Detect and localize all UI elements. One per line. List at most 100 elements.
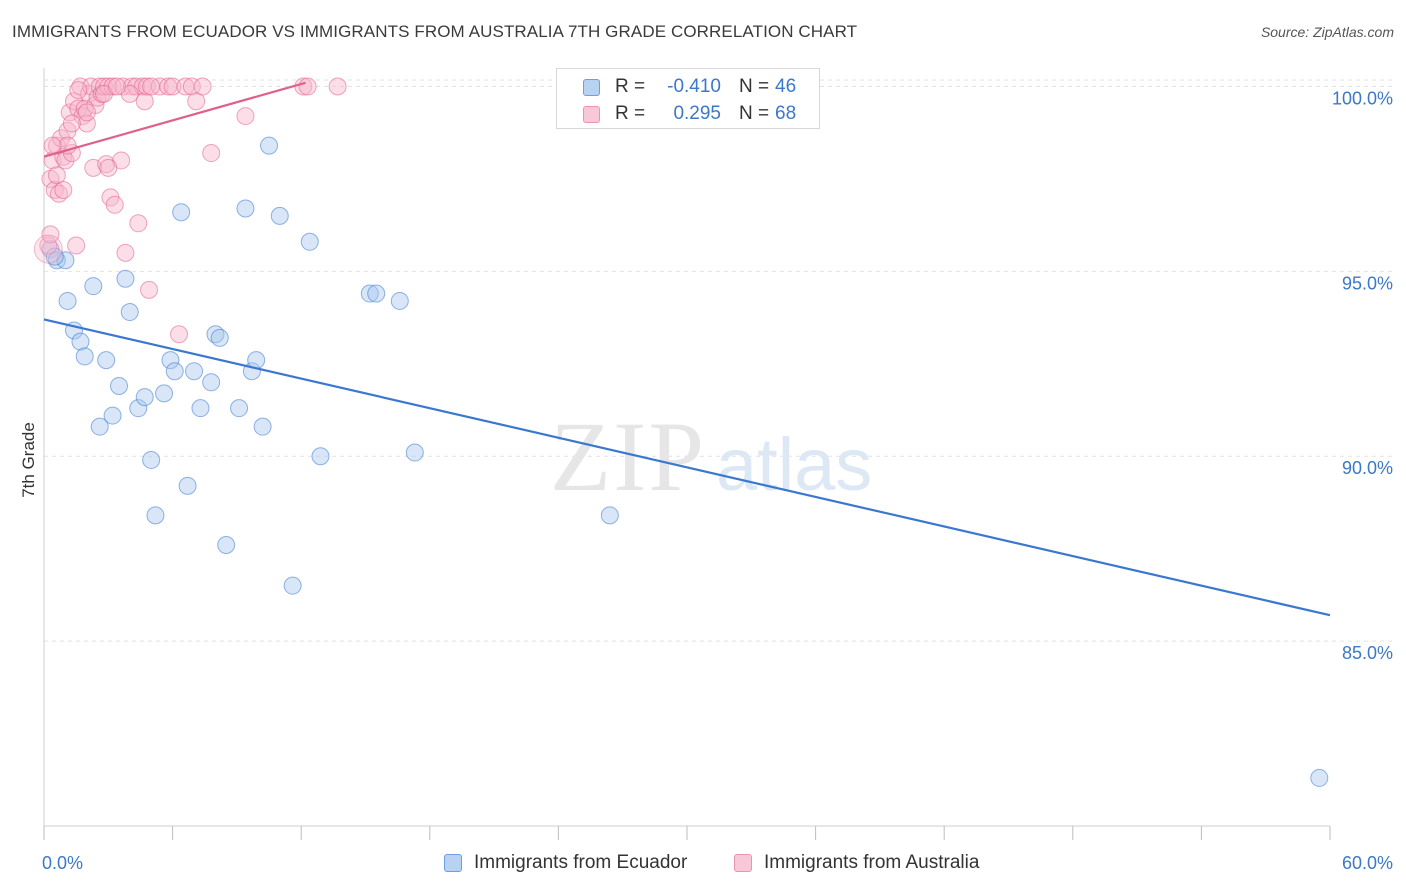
ecuador-point — [97, 351, 116, 370]
legend-r-value: 0.295 — [673, 103, 721, 124]
correlation-legend: R = -0.410 N = 46 R = 0.295 N = 68 — [556, 68, 820, 129]
watermark-atlas: atlas — [716, 423, 872, 506]
ecuador-point — [260, 136, 279, 155]
legend-r-label: R = — [615, 103, 646, 124]
legend-row-ecuador: R = -0.410 N = 46 — [583, 74, 796, 100]
ecuador-point — [600, 506, 619, 525]
australia-point — [67, 236, 86, 255]
australia-point — [99, 158, 118, 177]
ecuador-point — [172, 203, 191, 222]
legend-row-australia: R = 0.295 N = 68 — [583, 101, 796, 127]
australia-trend-line — [43, 81, 306, 158]
watermark-zip: ZIP — [550, 401, 706, 512]
ecuador-point — [110, 376, 129, 395]
australia-point — [140, 280, 159, 299]
ecuador-point — [165, 362, 184, 381]
legend-r-label: R = — [615, 76, 646, 97]
ecuador-point — [71, 332, 90, 351]
australia-point — [33, 234, 63, 264]
legend-n-value: 68 — [775, 103, 797, 124]
australia-point — [202, 144, 221, 163]
australia-point — [122, 77, 141, 96]
ecuador-point — [120, 303, 139, 322]
ecuador-point — [300, 232, 319, 251]
ecuador-point — [210, 328, 229, 347]
australia-point — [116, 243, 135, 262]
australia-point — [41, 225, 60, 244]
legend-n-value: 46 — [775, 76, 797, 97]
chart-source: Source: ZipAtlas.com — [1260, 24, 1394, 40]
ecuador-point — [270, 206, 289, 225]
series-legend: Immigrants from Ecuador Immigrants from … — [0, 852, 1406, 876]
ecuador-point — [129, 399, 148, 418]
australia-point — [69, 81, 88, 100]
ecuador-point — [75, 347, 94, 366]
australia-point — [39, 236, 58, 255]
australia-point — [107, 77, 126, 96]
series-legend-australia[interactable]: Immigrants from Australia — [734, 852, 979, 874]
ecuador-point — [116, 269, 135, 288]
ecuador-point — [56, 251, 75, 270]
australia-point — [193, 77, 212, 96]
australia-point — [127, 77, 146, 96]
y-tick-label: 100.0% — [1332, 88, 1393, 108]
ecuador-point — [217, 535, 236, 554]
australia-point — [298, 77, 317, 96]
ecuador-point — [58, 291, 77, 310]
ecuador-point — [45, 247, 64, 266]
australia-point — [56, 151, 75, 170]
ecuador-point — [367, 284, 386, 303]
ecuador-point — [191, 399, 210, 418]
ecuador-point — [185, 362, 204, 381]
ecuador-point — [405, 443, 424, 462]
australia-point — [105, 195, 124, 214]
ecuador-point — [360, 284, 379, 303]
legend-n-label: N = — [739, 103, 770, 124]
ecuador-point — [253, 417, 272, 436]
ecuador-point — [1310, 768, 1329, 787]
legend-swatch-ecuador — [583, 78, 600, 96]
australia-point — [163, 77, 182, 96]
y-tick-label: 85.0% — [1342, 643, 1393, 663]
y-tick-label: 90.0% — [1342, 458, 1393, 478]
australia-point — [77, 103, 96, 122]
australia-point — [142, 77, 161, 96]
trend-layer — [43, 81, 1331, 617]
ecuador-point — [236, 199, 255, 218]
australia-point — [137, 77, 156, 96]
ecuador-point — [202, 373, 221, 392]
ecuador-point — [155, 384, 174, 403]
legend-n-label: N = — [739, 76, 770, 97]
ecuador-point — [178, 476, 197, 495]
ecuador-point — [135, 388, 154, 407]
ecuador-point — [90, 417, 109, 436]
grid-layer — [44, 79, 1395, 642]
australia-point — [236, 107, 255, 126]
series-label-ecuador: Immigrants from Ecuador — [474, 852, 688, 873]
series-label-australia: Immigrants from Australia — [764, 852, 980, 873]
ecuador-point — [161, 351, 180, 370]
y-tick-label: 95.0% — [1342, 273, 1393, 293]
australia-point — [170, 325, 189, 344]
ecuador-point — [142, 450, 161, 469]
australia-point — [129, 214, 148, 233]
series-swatch-australia — [734, 854, 752, 872]
ecuador-point — [390, 291, 409, 310]
series-legend-ecuador[interactable]: Immigrants from Ecuador — [444, 852, 687, 874]
legend-r-value: -0.410 — [667, 76, 721, 97]
australia-point — [328, 77, 347, 96]
australia-point — [182, 77, 201, 96]
legend-swatch-australia — [583, 105, 600, 123]
ecuador-point — [311, 447, 330, 466]
ecuador-point — [146, 506, 165, 525]
ecuador-point — [84, 277, 103, 296]
ecuador-point — [230, 399, 249, 418]
ecuador-point — [283, 576, 302, 595]
chart-title: IMMIGRANTS FROM ECUADOR VS IMMIGRANTS FR… — [12, 22, 858, 41]
australia-point — [62, 114, 81, 133]
x-tick-label: 60.0% — [1342, 853, 1393, 873]
series-swatch-ecuador — [444, 854, 462, 872]
australia-point — [54, 181, 73, 200]
axis-layer: 85.0% 90.0% 95.0% 100.0% 0.0% 60.0% — [42, 68, 1393, 873]
